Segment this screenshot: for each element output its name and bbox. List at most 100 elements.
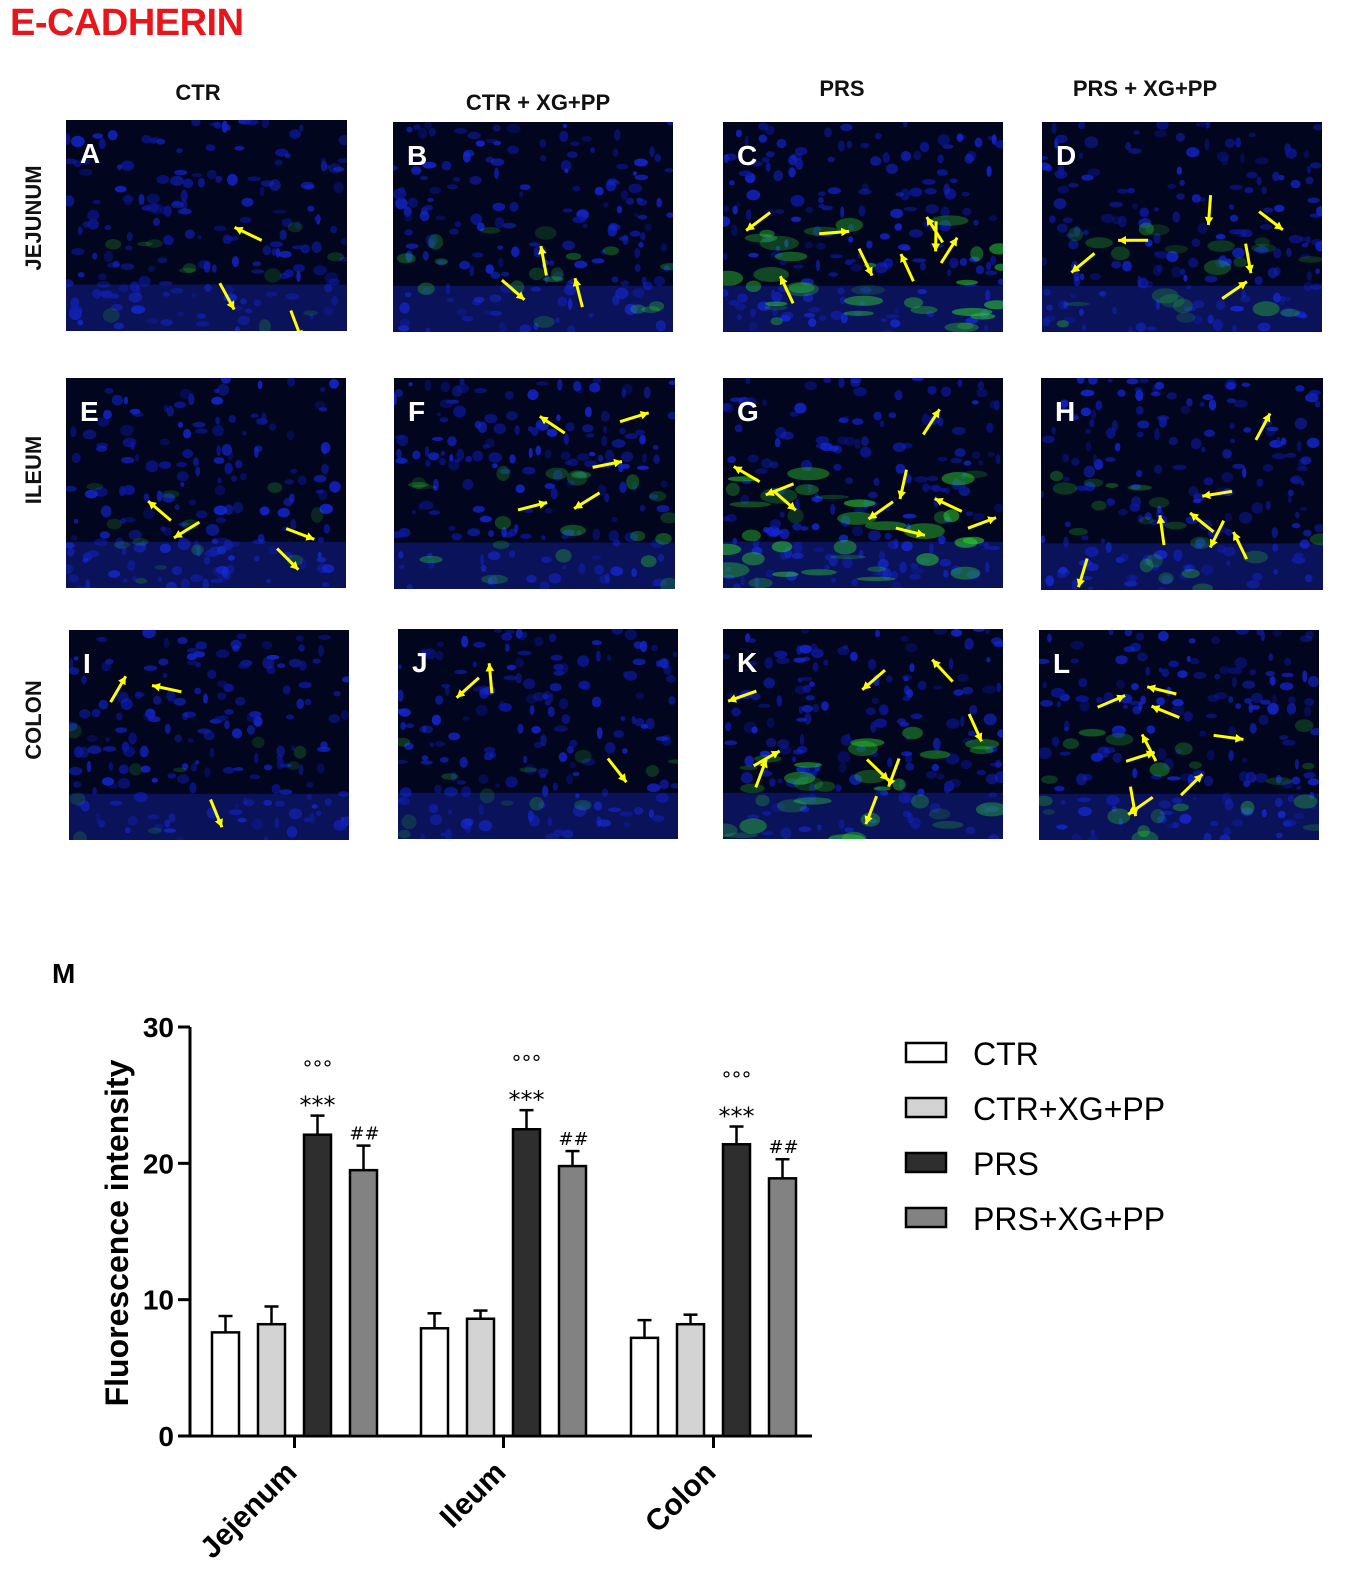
arrow-head bbox=[900, 254, 909, 263]
arrow-head bbox=[770, 751, 780, 759]
significance-marker-secondary: °°° bbox=[512, 1051, 542, 1075]
arrow-head bbox=[538, 500, 548, 509]
panel-label: B bbox=[407, 140, 428, 171]
row-header: JEJUNUM bbox=[21, 165, 46, 271]
tissue-stain bbox=[66, 120, 347, 331]
arrow-head bbox=[931, 243, 941, 252]
micrograph-panel: E bbox=[66, 378, 346, 588]
arrow-head bbox=[779, 276, 788, 286]
bar bbox=[419, 1327, 450, 1438]
bar bbox=[511, 1128, 542, 1438]
x-tick-label: Ileum bbox=[434, 1456, 513, 1535]
significance-marker-secondary: °°° bbox=[303, 1057, 333, 1081]
column-header: CTR bbox=[175, 80, 221, 105]
panel-label: J bbox=[412, 647, 428, 678]
arrow-head bbox=[879, 771, 889, 781]
arrow-head bbox=[931, 409, 940, 419]
x-tick-label: Colon bbox=[639, 1456, 722, 1539]
y-axis-label: Fluorescence intensity bbox=[99, 1059, 135, 1406]
micrograph-panel: L bbox=[1039, 630, 1319, 840]
arrow-head bbox=[926, 217, 935, 226]
panel-label: F bbox=[408, 396, 426, 427]
column-header: CTR + XG+PP bbox=[465, 90, 611, 115]
panel-label: I bbox=[83, 648, 91, 679]
bar bbox=[767, 1177, 798, 1438]
micrograph-panel: K bbox=[723, 629, 1003, 839]
micrograph-panel: G bbox=[723, 378, 1003, 588]
arrow-head bbox=[1204, 216, 1214, 225]
significance-marker: *** bbox=[300, 1092, 336, 1120]
arrow-head bbox=[1274, 221, 1283, 230]
tissue-stain bbox=[723, 122, 1003, 332]
bar bbox=[629, 1336, 660, 1438]
y-tick-label: 10 bbox=[143, 1285, 174, 1316]
significance-marker-secondary: °°° bbox=[722, 1068, 752, 1092]
arrow-head bbox=[639, 411, 649, 420]
micrograph-panel: D bbox=[1042, 122, 1322, 332]
arrow-head bbox=[1128, 806, 1138, 815]
arrow-head bbox=[1238, 281, 1247, 290]
micrograph-panel: H bbox=[1041, 378, 1323, 590]
tissue-stain bbox=[66, 378, 346, 588]
arrow-head bbox=[148, 501, 157, 510]
bar-chart: 0 10 20 30 Fluorescence intensity Jejenum Ileu… bbox=[99, 1012, 1165, 1565]
bar bbox=[302, 1133, 333, 1438]
arrow-head bbox=[746, 222, 755, 231]
micrograph-panel: C bbox=[723, 122, 1003, 332]
arrow-head bbox=[1202, 490, 1211, 500]
arrow-head bbox=[574, 500, 584, 509]
arrow-head bbox=[759, 759, 768, 769]
arrow-head bbox=[916, 529, 925, 538]
panel-label: C bbox=[737, 140, 758, 171]
x-tick-label: Jejenum bbox=[194, 1456, 303, 1565]
arrow-head bbox=[987, 516, 997, 525]
panel-label: K bbox=[737, 647, 758, 678]
panel-label: A bbox=[80, 138, 101, 169]
panel-label: L bbox=[1053, 648, 1071, 679]
bar bbox=[256, 1322, 287, 1438]
bar bbox=[348, 1168, 379, 1438]
tissue-stain bbox=[723, 629, 1003, 839]
significance-marker: ## bbox=[768, 1137, 798, 1158]
column-header: PRS + XG+PP bbox=[1072, 76, 1218, 101]
arrow-head bbox=[173, 530, 183, 538]
panel-label: G bbox=[737, 396, 759, 427]
panel-label: D bbox=[1056, 140, 1077, 171]
arrow-head bbox=[515, 291, 525, 300]
legend-swatch bbox=[904, 1096, 948, 1119]
legend-swatch bbox=[904, 1206, 948, 1229]
arrow-head bbox=[932, 659, 941, 669]
arrow-head bbox=[226, 300, 235, 310]
arrow-head bbox=[1233, 532, 1241, 541]
column-header: PRS bbox=[819, 76, 865, 101]
arrow-head bbox=[1147, 684, 1156, 693]
arrow-head bbox=[1245, 264, 1254, 274]
significance-marker: *** bbox=[509, 1086, 545, 1114]
arrow-head bbox=[733, 466, 743, 475]
micrograph-panel: J bbox=[398, 629, 678, 839]
legend-label: CTR+XG+PP bbox=[973, 1091, 1165, 1127]
arrow-head bbox=[868, 510, 878, 519]
arrow-head bbox=[538, 246, 547, 255]
tissue-stain bbox=[69, 630, 349, 840]
bar bbox=[675, 1322, 706, 1438]
micrograph-panel: A bbox=[66, 120, 347, 331]
arrow-head bbox=[485, 663, 495, 672]
arrow-head bbox=[728, 694, 737, 703]
arrow-head bbox=[864, 266, 873, 276]
arrow-head bbox=[1141, 734, 1150, 744]
arrow-head bbox=[214, 818, 223, 828]
arrow-head bbox=[289, 561, 299, 570]
bar bbox=[465, 1317, 496, 1438]
tissue-stain bbox=[1039, 630, 1319, 840]
arrow-head bbox=[1076, 578, 1085, 588]
row-header: COLON bbox=[21, 680, 46, 760]
arrow-head bbox=[305, 532, 315, 541]
bar bbox=[721, 1142, 752, 1438]
y-tick-label: 0 bbox=[158, 1421, 174, 1452]
arrow-head bbox=[1262, 413, 1271, 423]
arrow-head bbox=[618, 773, 627, 783]
arrow-head bbox=[949, 237, 958, 247]
arrow-head bbox=[613, 458, 622, 468]
arrow-head bbox=[234, 227, 244, 235]
